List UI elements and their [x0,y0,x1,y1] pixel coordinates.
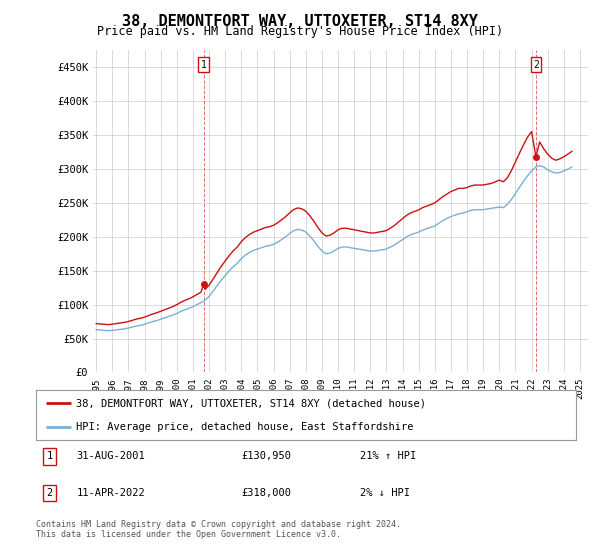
Text: 38, DEMONTFORT WAY, UTTOXETER, ST14 8XY (detached house): 38, DEMONTFORT WAY, UTTOXETER, ST14 8XY … [77,398,427,408]
Text: HPI: Average price, detached house, East Staffordshire: HPI: Average price, detached house, East… [77,422,414,432]
Text: 1: 1 [46,451,53,461]
Text: 2: 2 [533,60,539,70]
Text: 2% ↓ HPI: 2% ↓ HPI [360,488,410,498]
Text: £318,000: £318,000 [241,488,291,498]
Text: 2: 2 [46,488,53,498]
Text: 31-AUG-2001: 31-AUG-2001 [77,451,145,461]
Text: 11-APR-2022: 11-APR-2022 [77,488,145,498]
Text: £130,950: £130,950 [241,451,291,461]
Text: 38, DEMONTFORT WAY, UTTOXETER, ST14 8XY: 38, DEMONTFORT WAY, UTTOXETER, ST14 8XY [122,14,478,29]
Text: 1: 1 [201,60,207,70]
Text: Contains HM Land Registry data © Crown copyright and database right 2024.
This d: Contains HM Land Registry data © Crown c… [36,520,401,539]
Text: 21% ↑ HPI: 21% ↑ HPI [360,451,416,461]
Text: Price paid vs. HM Land Registry's House Price Index (HPI): Price paid vs. HM Land Registry's House … [97,25,503,38]
